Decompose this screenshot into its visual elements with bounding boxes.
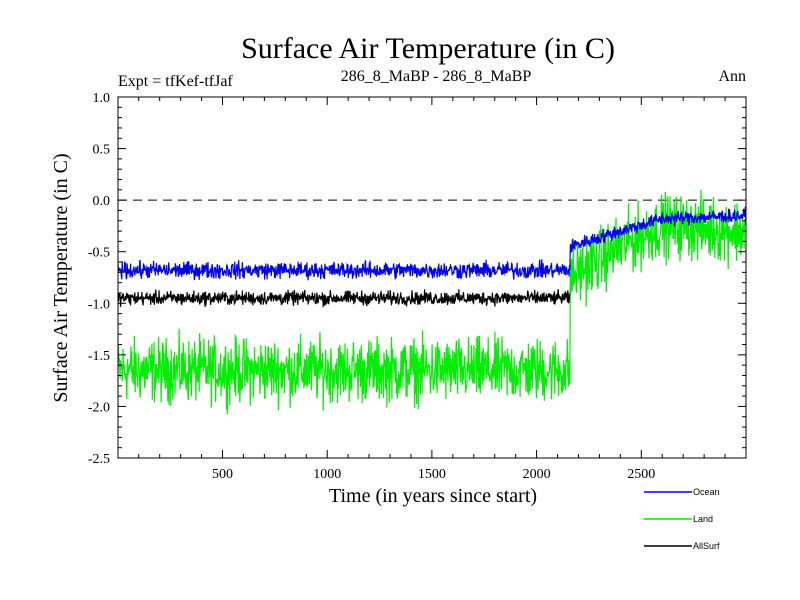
- axes: 500 1000 1500 2000 2500 1.0 0.5 0.0 -0.5 -1.0 -1.5…: [88, 91, 747, 482]
- y-tick-label: -1.0: [88, 297, 110, 312]
- experiment-label: Expt = tfKef-tfJaf: [118, 73, 233, 90]
- plot-area: [118, 189, 746, 415]
- season-label: Ann: [718, 68, 746, 85]
- series-line-ocean: [118, 206, 746, 281]
- legend-label-ocean: Ocean: [693, 487, 720, 497]
- run-label: 286_8_MaBP - 286_8_MaBP: [341, 68, 532, 85]
- y-tick-label: 0.0: [93, 194, 111, 209]
- series-line-land: [118, 189, 746, 415]
- x-tick-label: 2500: [627, 467, 655, 482]
- y-tick-label: -0.5: [88, 246, 110, 261]
- y-tick-label: -2.0: [88, 400, 110, 415]
- x-tick-label: 500: [212, 467, 233, 482]
- y-axis-title: Surface Air Temperature (in C): [50, 153, 72, 402]
- y-tick-label: 0.5: [93, 143, 111, 158]
- x-tick-label: 1500: [418, 467, 446, 482]
- legend-label-allsurf: AllSurf: [693, 541, 720, 551]
- x-tick-label: 1000: [313, 467, 341, 482]
- x-axis-title: Time (in years since start): [329, 485, 537, 507]
- legend-label-land: Land: [693, 514, 713, 524]
- y-tick-label: -2.5: [88, 452, 110, 467]
- chart-title: Surface Air Temperature (in C): [241, 32, 615, 65]
- legend: Ocean Land AllSurf: [644, 487, 720, 551]
- y-tick-label: -1.5: [88, 349, 110, 364]
- series-line-allsurf: [118, 289, 571, 308]
- x-tick-label: 2000: [523, 467, 551, 482]
- y-tick-label: 1.0: [93, 91, 111, 106]
